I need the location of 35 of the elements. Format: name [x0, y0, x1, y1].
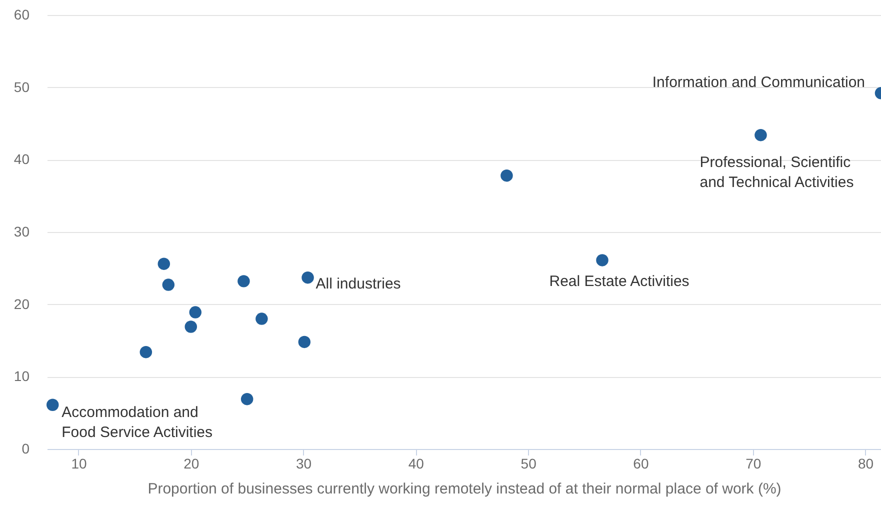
y-tick-label: 60 [14, 6, 30, 22]
y-tick-label: 0 [22, 440, 30, 456]
point [158, 258, 170, 270]
annotation: Real Estate Activities [549, 273, 690, 290]
x-tick-label: 60 [633, 456, 649, 472]
x-axis-title: Proportion of businesses currently working remotely instead of at their normal place of work (%) [148, 480, 782, 498]
x-tick-label: 40 [408, 456, 424, 472]
point [256, 312, 268, 325]
annotation: Professional, Scientific and Technical Activities [700, 154, 854, 192]
x-tick-label: 20 [184, 456, 200, 472]
y-tick-label: 10 [14, 368, 30, 384]
y-tick-label: 50 [14, 78, 30, 95]
x-tick-label: 70 [746, 456, 762, 472]
point [46, 398, 59, 411]
y-tick-label: 30 [14, 224, 30, 240]
point [140, 346, 152, 358]
point [298, 336, 311, 348]
point [754, 128, 767, 142]
point [240, 392, 254, 406]
annotation: Information and Communication [652, 74, 865, 92]
point [596, 254, 608, 266]
y-tick-label: 20 [14, 296, 30, 312]
x-tick-label: 80 [858, 456, 874, 472]
point [162, 278, 175, 291]
x-tick-label: 50 [520, 456, 537, 472]
point [184, 320, 197, 333]
point [189, 306, 202, 318]
annotation: Accommodation and Food Service Activities [62, 404, 213, 441]
point [500, 169, 513, 182]
y-tick-label: 40 [14, 151, 30, 168]
point [238, 275, 250, 288]
point [302, 271, 314, 284]
annotation: All industries [316, 276, 401, 293]
x-tick-label: 10 [71, 456, 87, 472]
x-tick-label: 30 [296, 456, 312, 472]
